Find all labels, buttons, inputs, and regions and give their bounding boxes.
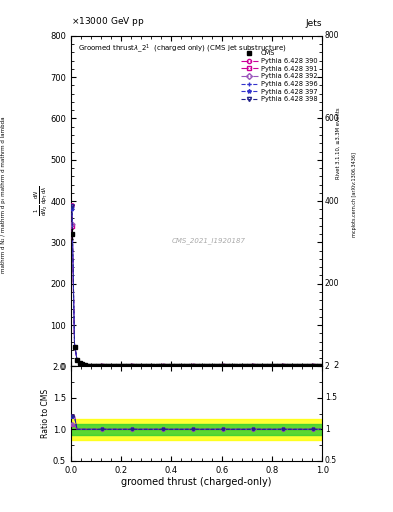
Text: $\times$13000 GeV pp: $\times$13000 GeV pp <box>71 15 144 28</box>
Text: 800: 800 <box>325 31 339 40</box>
Text: 0.5: 0.5 <box>325 456 337 465</box>
Text: 200: 200 <box>325 279 339 288</box>
Text: mcplots.cern.ch [arXiv:1306.3436]: mcplots.cern.ch [arXiv:1306.3436] <box>352 152 357 237</box>
Bar <box>71 419 322 440</box>
Y-axis label: $\frac{1}{\mathrm{d}N_2}\,\frac{\mathrm{d}N}{\mathrm{d}p_\mathrm{T}\,\mathrm{d}\: $\frac{1}{\mathrm{d}N_2}\,\frac{\mathrm{… <box>32 186 49 217</box>
Text: 400: 400 <box>325 197 340 206</box>
Y-axis label: Ratio to CMS: Ratio to CMS <box>41 389 50 438</box>
Text: 2: 2 <box>325 362 329 371</box>
Text: Jets: Jets <box>306 19 322 28</box>
Text: 2: 2 <box>334 361 339 370</box>
Text: Groomed thrust$\lambda$_2$^1$  (charged only) (CMS jet substructure): Groomed thrust$\lambda$_2$^1$ (charged o… <box>78 42 287 55</box>
Text: mathrm d N₂ / mathrm d pₜ mathrm d mathrm d lambda: mathrm d N₂ / mathrm d pₜ mathrm d mathr… <box>2 116 6 273</box>
Text: 1: 1 <box>325 425 329 434</box>
Legend: CMS, Pythia 6.428 390, Pythia 6.428 391, Pythia 6.428 392, Pythia 6.428 396, Pyt: CMS, Pythia 6.428 390, Pythia 6.428 391,… <box>240 49 319 104</box>
Text: 600: 600 <box>325 114 340 123</box>
Bar <box>71 423 322 435</box>
Text: Rivet 3.1.10, ≥3.3M events: Rivet 3.1.10, ≥3.3M events <box>336 108 341 179</box>
Text: CMS_2021_I1920187: CMS_2021_I1920187 <box>172 238 246 244</box>
X-axis label: groomed thrust (charged-only): groomed thrust (charged-only) <box>121 477 272 487</box>
Text: 1.5: 1.5 <box>325 393 337 402</box>
